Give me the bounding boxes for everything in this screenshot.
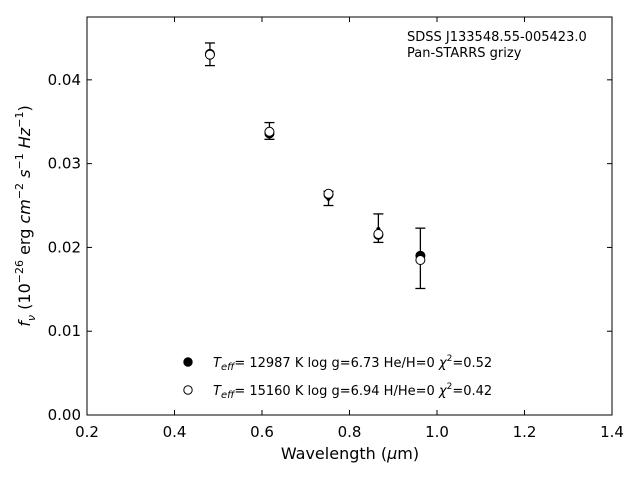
x-tick-label: 0.2 (75, 423, 99, 441)
y-tick-label: 0.02 (48, 238, 81, 256)
model-point-open (204, 49, 215, 60)
x-tick-label: 0.6 (250, 423, 274, 441)
y-tick-label: 0.00 (48, 406, 81, 424)
x-tick-label: 1.0 (425, 423, 449, 441)
legend-label: Teff= 12987 K log g=6.73 He/H=0 χ2=0.52 (213, 354, 492, 373)
model-point-open (373, 229, 384, 240)
y-axis: 0.00 0.01 0.02 0.03 0.04 (48, 71, 612, 424)
data-marks (204, 42, 426, 290)
legend-label: Teff= 15160 K log g=6.94 H/He=0 χ2=0.42 (213, 382, 492, 401)
x-tick-label: 0.8 (338, 423, 362, 441)
model-point-open (415, 254, 426, 265)
annotation-survey: Pan-STARRS grizy (407, 46, 522, 61)
x-axis: 0.2 0.4 0.6 0.8 1.0 1.2 1.4 (75, 17, 624, 441)
legend: Teff= 12987 K log g=6.73 He/H=0 χ2=0.52 T… (183, 354, 492, 401)
x-tick-label: 1.4 (600, 423, 624, 441)
x-tick-label: 1.2 (513, 423, 537, 441)
legend-marker (183, 385, 193, 395)
annotation-object-name: SDSS J133548.55-005423.0 (407, 30, 587, 45)
model-point-open (323, 188, 334, 199)
plot-frame (86, 16, 613, 416)
y-tick-label: 0.04 (48, 71, 81, 89)
legend-marker (183, 357, 193, 367)
x-axis-label: Wavelength (μm) (281, 444, 419, 463)
y-tick-label: 0.03 (48, 155, 81, 173)
y-tick-label: 0.01 (48, 322, 81, 340)
y-axis-label: fν (10−26 erg cm−2 s−1 Hz−1) (13, 105, 38, 326)
x-tick-label: 0.4 (163, 423, 187, 441)
model-point-open (264, 126, 275, 137)
